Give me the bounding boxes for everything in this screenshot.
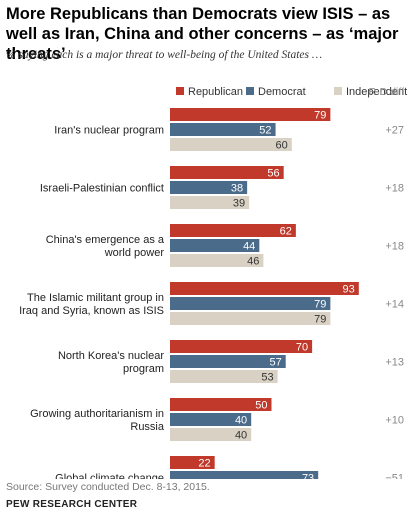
bar-value-5-0: 50	[255, 400, 267, 412]
diff-value-2: +18	[385, 241, 404, 253]
diff-header: R-D diff	[369, 86, 404, 98]
diff-value-3: +14	[385, 299, 404, 311]
bar-4-2	[170, 370, 278, 383]
legend-label-1: Democrat	[258, 86, 306, 98]
bar-2-1	[170, 239, 260, 252]
bar-4-1	[170, 355, 286, 368]
source-note: Source: Survey conducted Dec. 8-13, 2015…	[6, 481, 210, 493]
bar-value-5-1: 40	[235, 415, 247, 427]
bar-1-1	[170, 181, 248, 194]
bar-value-0-2: 60	[276, 140, 288, 152]
legend-label-2: Independent	[346, 86, 407, 98]
legend-swatch-1	[246, 87, 254, 95]
bar-value-1-0: 56	[267, 168, 279, 180]
legend-label-0: Republican	[188, 86, 243, 98]
bar-value-1-1: 38	[231, 183, 243, 195]
bar-1-0	[170, 166, 284, 179]
category-label-3-0: The Islamic militant group in	[27, 292, 164, 304]
bar-2-2	[170, 254, 264, 267]
bar-6-1	[170, 471, 319, 479]
bar-value-0-1: 52	[259, 125, 271, 137]
category-label-2-0: China's emergence as a	[46, 234, 165, 246]
category-label-0-0: Iran's nuclear program	[54, 125, 164, 137]
category-label-2-1: world power	[104, 247, 165, 259]
category-label-4-0: North Korea's nuclear	[58, 350, 164, 362]
bar-value-2-0: 62	[280, 226, 292, 238]
category-label-5-0: Growing authoritarianism in	[30, 408, 164, 420]
bar-value-6-0: 22	[198, 458, 210, 470]
diff-value-1: +18	[385, 183, 404, 195]
bar-value-4-1: 57	[269, 357, 281, 369]
legend-swatch-2	[334, 87, 342, 95]
diff-value-6: −51	[385, 473, 404, 480]
bar-1-2	[170, 196, 250, 209]
bar-0-2	[170, 138, 292, 151]
bar-6-0	[170, 456, 215, 469]
bar-0-1	[170, 123, 276, 136]
bar-value-0-0: 79	[314, 110, 326, 122]
diff-value-0: +27	[385, 125, 404, 137]
organization-name: PEW RESEARCH CENTER	[6, 499, 138, 510]
bar-value-2-1: 44	[243, 241, 255, 253]
category-label-4-1: program	[123, 363, 164, 375]
bar-value-3-1: 79	[314, 299, 326, 311]
bar-3-0	[170, 282, 359, 295]
bar-value-1-2: 39	[233, 198, 245, 210]
chart-subtitle: % saying each is a major threat to well-…	[6, 49, 323, 61]
category-label-1-0: Israeli-Palestinian conflict	[40, 183, 164, 195]
bar-5-2	[170, 428, 252, 441]
bar-2-0	[170, 224, 296, 237]
bar-5-1	[170, 413, 252, 426]
bar-value-5-2: 40	[235, 430, 247, 442]
bar-4-0	[170, 340, 313, 353]
bar-3-1	[170, 297, 331, 310]
diff-value-4: +13	[385, 357, 404, 369]
bar-3-2	[170, 312, 331, 325]
legend-swatch-0	[176, 87, 184, 95]
category-label-3-1: Iraq and Syria, known as ISIS	[19, 305, 164, 317]
bar-value-6-1: 73	[302, 473, 314, 480]
bar-value-4-2: 53	[261, 372, 273, 384]
chart-title: More Republicans than Democrats view ISI…	[6, 5, 399, 63]
bar-0-0	[170, 108, 331, 121]
category-label-5-1: Russia	[130, 421, 165, 433]
bar-value-4-0: 70	[296, 342, 308, 354]
bar-value-2-2: 46	[247, 256, 259, 268]
bar-5-0	[170, 398, 272, 411]
category-label-6-0: Global climate change	[55, 473, 164, 480]
bar-value-3-2: 79	[314, 314, 326, 326]
bar-value-3-0: 93	[343, 284, 355, 296]
diff-value-5: +10	[385, 415, 404, 427]
